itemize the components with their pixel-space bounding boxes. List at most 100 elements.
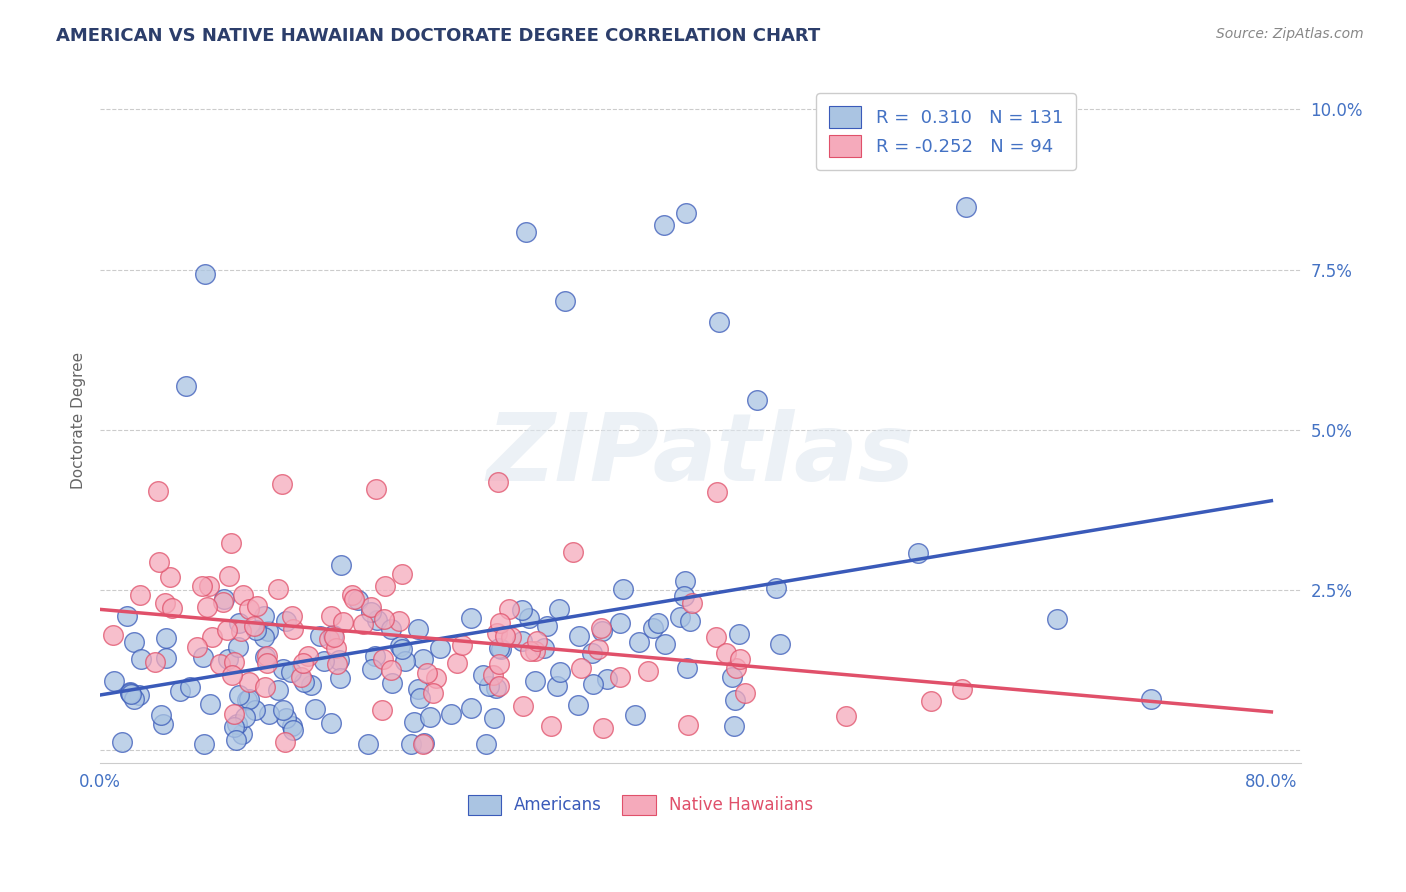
- Point: [128, 689, 150, 703]
- Point: [226, 640, 249, 655]
- Point: [540, 719, 562, 733]
- Point: [304, 702, 326, 716]
- Point: [209, 657, 232, 671]
- Point: [408, 681, 430, 696]
- Point: [380, 622, 402, 636]
- Point: [281, 608, 304, 623]
- Point: [512, 698, 534, 713]
- Point: [402, 715, 425, 730]
- Point: [297, 648, 319, 663]
- Point: [115, 608, 138, 623]
- Point: [536, 619, 558, 633]
- Point: [309, 629, 332, 643]
- Point: [253, 608, 276, 623]
- Point: [472, 668, 495, 682]
- Point: [1045, 612, 1067, 626]
- Point: [523, 644, 546, 658]
- Point: [609, 669, 631, 683]
- Point: [765, 582, 787, 596]
- Point: [291, 656, 314, 670]
- Point: [271, 662, 294, 676]
- Point: [409, 691, 432, 706]
- Point: [1140, 691, 1163, 706]
- Point: [592, 721, 614, 735]
- Point: [488, 657, 510, 671]
- Point: [225, 732, 247, 747]
- Point: [179, 681, 201, 695]
- Point: [222, 655, 245, 669]
- Point: [232, 588, 254, 602]
- Point: [238, 692, 260, 706]
- Point: [499, 630, 522, 644]
- Point: [835, 708, 858, 723]
- Point: [512, 603, 534, 617]
- Point: [129, 652, 152, 666]
- Point: [160, 601, 183, 615]
- Point: [624, 707, 647, 722]
- Point: [318, 632, 340, 646]
- Point: [148, 555, 170, 569]
- Point: [425, 671, 447, 685]
- Point: [406, 622, 429, 636]
- Point: [276, 615, 298, 629]
- Point: [221, 667, 243, 681]
- Point: [159, 570, 181, 584]
- Point: [246, 599, 269, 613]
- Point: [704, 630, 727, 644]
- Point: [373, 652, 395, 666]
- Point: [582, 677, 605, 691]
- Text: ZIPatlas: ZIPatlas: [486, 409, 914, 500]
- Point: [460, 700, 482, 714]
- Point: [120, 685, 142, 699]
- Point: [723, 719, 745, 733]
- Point: [381, 675, 404, 690]
- Point: [412, 652, 434, 666]
- Point: [371, 703, 394, 717]
- Point: [412, 737, 434, 751]
- Point: [191, 649, 214, 664]
- Point: [515, 225, 537, 239]
- Point: [243, 703, 266, 717]
- Point: [198, 697, 221, 711]
- Point: [292, 675, 315, 690]
- Point: [153, 596, 176, 610]
- Point: [950, 682, 973, 697]
- Point: [346, 592, 368, 607]
- Point: [586, 642, 609, 657]
- Point: [388, 614, 411, 628]
- Point: [489, 641, 512, 656]
- Point: [253, 630, 276, 644]
- Point: [429, 640, 451, 655]
- Point: [257, 706, 280, 721]
- Point: [596, 672, 619, 686]
- Point: [591, 621, 613, 635]
- Point: [201, 630, 224, 644]
- Point: [281, 622, 304, 636]
- Point: [591, 624, 613, 638]
- Point: [238, 602, 260, 616]
- Point: [267, 582, 290, 596]
- Point: [243, 619, 266, 633]
- Point: [768, 637, 790, 651]
- Point: [488, 640, 510, 655]
- Point: [222, 706, 245, 721]
- Point: [482, 711, 505, 725]
- Point: [361, 662, 384, 676]
- Point: [191, 579, 214, 593]
- Point: [364, 482, 387, 496]
- Point: [548, 665, 571, 680]
- Text: AMERICAN VS NATIVE HAWAIIAN DOCTORATE DEGREE CORRELATION CHART: AMERICAN VS NATIVE HAWAIIAN DOCTORATE DE…: [56, 27, 821, 45]
- Point: [374, 579, 396, 593]
- Point: [356, 737, 378, 751]
- Point: [149, 707, 172, 722]
- Point: [299, 678, 322, 692]
- Point: [330, 558, 353, 573]
- Point: [228, 688, 250, 702]
- Point: [281, 719, 304, 733]
- Point: [569, 661, 592, 675]
- Point: [394, 654, 416, 668]
- Point: [343, 591, 366, 606]
- Point: [519, 644, 541, 658]
- Point: [554, 294, 576, 309]
- Point: [498, 601, 520, 615]
